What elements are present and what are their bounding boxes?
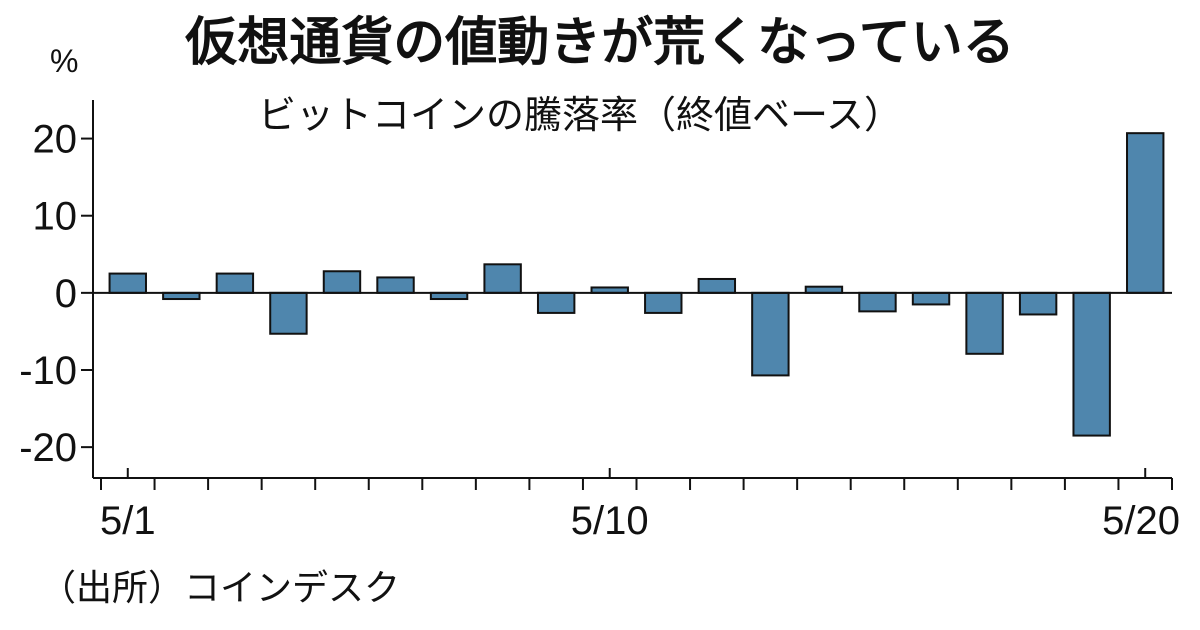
bar (751, 291, 790, 377)
bar (1126, 132, 1165, 294)
y-tick-label: 20 (33, 118, 78, 162)
bar (1072, 291, 1111, 437)
bar (644, 291, 683, 314)
bar (536, 291, 576, 314)
chart-subtitle: ビットコインの騰落率（終値ベース） (258, 93, 902, 137)
bar (269, 291, 308, 335)
bar (697, 277, 737, 294)
y-axis-ticks: -20 -10 0 10 20 (19, 118, 93, 470)
y-tick-label: -10 (19, 349, 77, 393)
x-tick-label: 5/20 (1102, 499, 1180, 543)
bar (215, 272, 255, 294)
y-axis-unit: % (50, 43, 78, 79)
y-tick-label: 0 (55, 272, 77, 316)
x-axis-ticks: 5/1 5/10 5/20 (100, 468, 1180, 543)
chart-title: 仮想通貨の値動きが荒くなっている (184, 13, 1014, 73)
bar (322, 270, 362, 294)
y-tick-label: 10 (33, 195, 78, 239)
source-note: （出所）コインデスク (40, 568, 400, 609)
x-tick-label: 5/1 (100, 499, 156, 543)
bar (1018, 291, 1058, 316)
y-tick-label: -20 (19, 426, 77, 470)
bar (108, 272, 147, 294)
bar (376, 276, 415, 294)
bar (858, 291, 897, 313)
bar (965, 291, 1004, 355)
bar (483, 263, 522, 294)
bar-series (108, 132, 1165, 437)
x-tick-label: 5/10 (571, 499, 649, 543)
bar (911, 291, 951, 306)
